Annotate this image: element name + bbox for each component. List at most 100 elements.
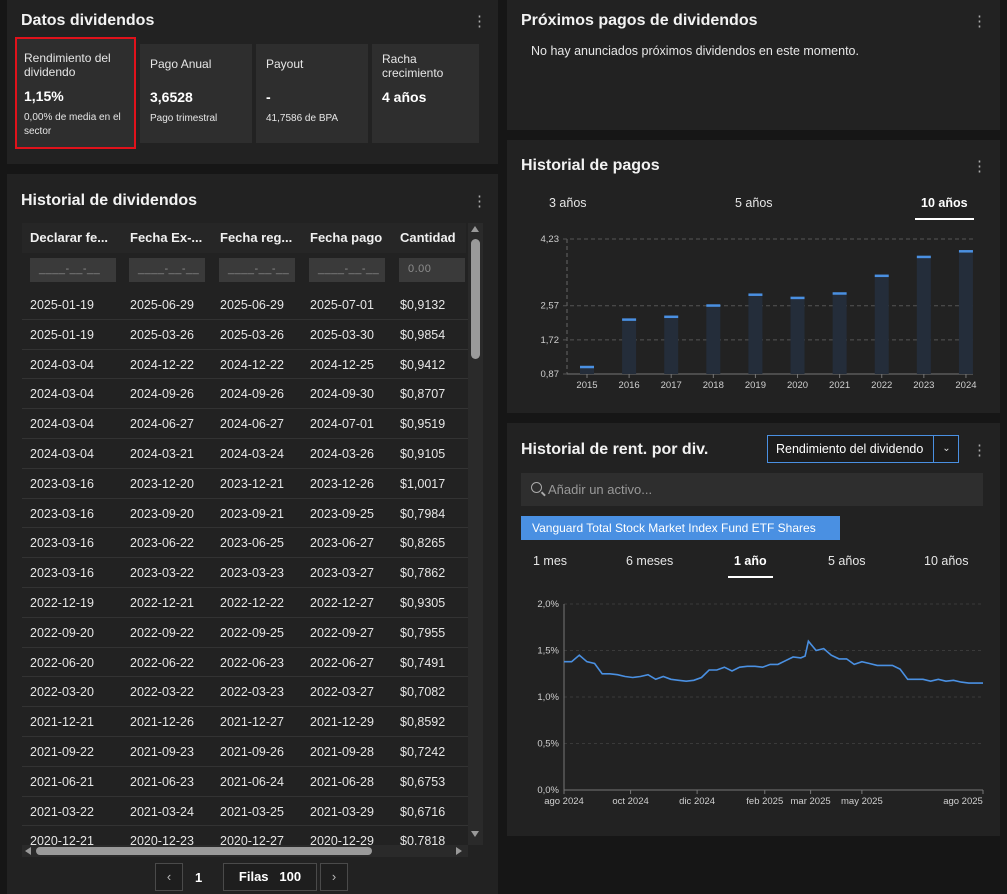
table-row[interactable]: 2024-03-04 2024-12-22 2024-12-22 2024-12-25… [22, 350, 468, 380]
range-5-years[interactable]: 5 años [828, 554, 866, 568]
x-tick-label: 2018 [703, 380, 724, 391]
range-1-month[interactable]: 1 mes [533, 554, 568, 568]
rows-label: Filas [238, 869, 269, 884]
card-value: 3,6528 [150, 89, 193, 105]
tab-5-years[interactable]: 5 años [735, 196, 773, 210]
vertical-scrollbar[interactable] [468, 223, 483, 845]
card-label: Pago Anual [150, 57, 212, 71]
more-options-icon[interactable]: ⋮ [972, 158, 987, 175]
x-tick-label: 2015 [576, 380, 597, 391]
table-row[interactable]: 2023-03-16 2023-03-22 2023-03-23 2023-03-27… [22, 558, 468, 588]
x-tick-label: 2020 [787, 380, 808, 391]
more-options-icon[interactable]: ⋮ [972, 442, 987, 459]
table-cell: 2022-09-20 [30, 625, 94, 640]
table-cell: 2025-01-19 [30, 327, 94, 342]
more-options-icon[interactable]: ⋮ [972, 13, 987, 30]
table-row[interactable]: 2021-09-22 2021-09-23 2021-09-26 2021-09-28… [22, 737, 468, 767]
table-row[interactable]: 2022-06-20 2022-06-22 2022-06-23 2022-06-27… [22, 648, 468, 678]
table-cell: 2023-03-16 [30, 476, 94, 491]
table-row[interactable]: 2024-03-04 2024-06-27 2024-06-27 2024-07-01… [22, 409, 468, 439]
tab-10-years[interactable]: 10 años [915, 196, 974, 220]
table-row[interactable]: 2022-03-20 2022-03-22 2022-03-23 2022-03-27… [22, 677, 468, 708]
range-6-months[interactable]: 6 meses [626, 554, 674, 568]
table-row[interactable]: 2021-12-21 2021-12-26 2021-12-27 2021-12-29… [22, 707, 468, 737]
table-cell: 2024-09-26 [130, 387, 194, 402]
table-row[interactable]: 2021-06-21 2021-06-23 2021-06-24 2021-06-28… [22, 767, 468, 797]
table-row[interactable]: 2025-01-19 2025-06-29 2025-06-29 2025-07-01… [22, 290, 468, 320]
scrollbar-thumb[interactable] [471, 239, 480, 359]
table-row[interactable]: 2020-12-21 2020-12-23 2020-12-27 2020-12-29… [22, 826, 468, 845]
table-row[interactable]: 2024-03-04 2024-09-26 2024-09-26 2024-09-30… [22, 379, 468, 410]
table-cell: 2022-12-27 [310, 595, 374, 610]
column-header-amount[interactable]: Cantidad [400, 230, 456, 245]
prev-page-button[interactable]: ‹ [155, 863, 183, 891]
table-cell: 2024-03-04 [30, 387, 94, 402]
column-header-ex-date[interactable]: Fecha Ex-... [130, 230, 203, 245]
scroll-up-icon[interactable] [471, 226, 479, 232]
x-tick-label: oct 2024 [612, 796, 648, 807]
table-row[interactable]: 2022-12-19 2022-12-21 2022-12-22 2022-12-27… [22, 588, 468, 618]
asset-search-input[interactable]: Añadir un activo... [521, 473, 983, 506]
card-growth-streak[interactable]: Racha crecimiento 4 años [372, 44, 479, 143]
filter-pay-date[interactable]: ____-__-__ [309, 258, 385, 282]
table-cell: $0,7818 [400, 834, 446, 845]
more-options-icon[interactable]: ⋮ [472, 193, 487, 210]
table-cell: 2022-09-27 [310, 625, 374, 640]
range-1-year[interactable]: 1 año [728, 554, 773, 578]
tab-3-years[interactable]: 3 años [549, 196, 587, 210]
card-payout[interactable]: Payout - 41,7586 de BPA [256, 44, 368, 143]
table-cell: 2021-09-26 [220, 744, 284, 759]
table-cell: 2024-07-01 [310, 417, 374, 432]
bar [832, 293, 847, 374]
table-row[interactable]: 2022-09-20 2022-09-22 2022-09-25 2022-09-27… [22, 618, 468, 648]
card-dividend-yield[interactable]: Rendimiento del dividendo 1,15% 0,00% de… [15, 37, 136, 149]
filter-amount[interactable]: 0.00 [399, 258, 465, 282]
table-cell: 2022-06-22 [130, 655, 194, 670]
table-cell: 2022-03-20 [30, 685, 94, 700]
table-row[interactable]: 2025-01-19 2025-03-26 2025-03-26 2025-03-30… [22, 320, 468, 350]
bar [706, 305, 721, 374]
card-value: - [266, 89, 271, 105]
table-cell: 2024-12-22 [220, 357, 284, 372]
table-cell: 2024-09-30 [310, 387, 374, 402]
table-cell: 2023-09-25 [310, 506, 374, 521]
filter-declare-date[interactable]: ____-__-__ [30, 258, 116, 282]
x-tick-label: 2023 [913, 380, 934, 391]
column-header-record-date[interactable]: Fecha reg... [220, 230, 293, 245]
table-cell: 2025-03-26 [220, 327, 284, 342]
metric-select[interactable]: Rendimiento del dividendo ⌄ [767, 435, 959, 463]
range-10-years[interactable]: 10 años [924, 554, 969, 568]
scroll-right-icon[interactable] [456, 847, 462, 855]
column-header-declare-date[interactable]: Declarar fe... [30, 230, 109, 245]
table-cell: $0,8265 [400, 536, 446, 551]
table-row[interactable]: 2021-03-22 2021-03-24 2021-03-25 2021-03-29… [22, 797, 468, 827]
table-cell: $0,8707 [400, 387, 446, 402]
table-cell: 2021-03-29 [310, 804, 374, 819]
rows-per-page-select[interactable]: Filas 100 [223, 863, 317, 891]
scroll-left-icon[interactable] [25, 847, 31, 855]
table-cell: 2024-09-26 [220, 387, 284, 402]
y-tick-label: 0,0% [537, 785, 559, 796]
table-cell: 2023-03-16 [30, 536, 94, 551]
table-cell: 2023-09-21 [220, 506, 284, 521]
card-annual-payment[interactable]: Pago Anual 3,6528 Pago trimestral [140, 44, 252, 143]
horizontal-scrollbar[interactable] [22, 845, 468, 857]
column-header-pay-date[interactable]: Fecha pago [310, 230, 383, 245]
table-cell: 2022-03-27 [310, 685, 374, 700]
bar-top [874, 274, 889, 278]
table-row[interactable]: 2023-03-16 2023-12-20 2023-12-21 2023-12-26… [22, 469, 468, 499]
panel-title: Historial de dividendos [21, 192, 198, 209]
next-page-button[interactable]: › [320, 863, 348, 891]
filter-record-date[interactable]: ____-__-__ [219, 258, 295, 282]
bar-top [832, 292, 847, 295]
table-cell: 2022-06-23 [220, 655, 284, 670]
bar [664, 316, 679, 374]
table-row[interactable]: 2023-03-16 2023-09-20 2023-09-21 2023-09-25… [22, 499, 468, 529]
asset-tag[interactable]: Vanguard Total Stock Market Index Fund E… [521, 516, 840, 540]
scroll-down-icon[interactable] [471, 831, 479, 837]
scrollbar-thumb[interactable] [36, 847, 372, 855]
more-options-icon[interactable]: ⋮ [472, 13, 487, 30]
table-row[interactable]: 2023-03-16 2023-06-22 2023-06-25 2023-06-27… [22, 528, 468, 559]
table-row[interactable]: 2024-03-04 2024-03-21 2024-03-24 2024-03-26… [22, 439, 468, 469]
filter-ex-date[interactable]: ____-__-__ [129, 258, 205, 282]
